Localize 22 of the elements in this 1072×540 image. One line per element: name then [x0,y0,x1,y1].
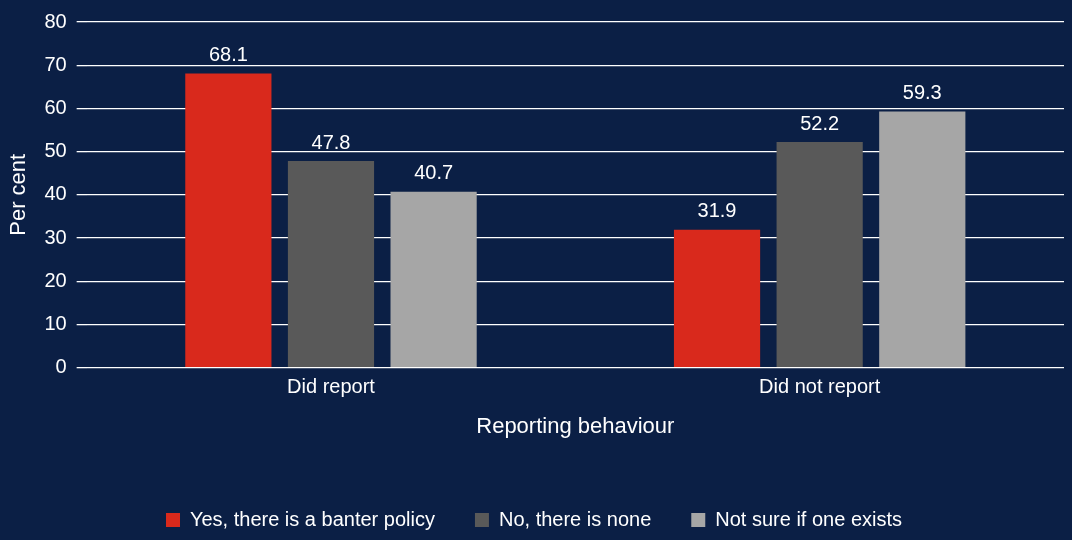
x-axis-title: Reporting behaviour [476,412,675,438]
x-tick-label: Did report [287,375,376,398]
legend-label: Not sure if one exists [715,507,903,530]
y-tick-label: 50 [44,139,67,162]
data-label: 47.8 [311,130,351,153]
y-tick-label: 40 [44,182,67,205]
y-tick-label: 10 [44,311,67,334]
data-label: 68.1 [208,42,248,65]
data-label: 31.9 [697,199,737,222]
y-tick-label: 0 [55,355,67,378]
y-tick-label: 80 [44,9,67,32]
y-tick-label: 20 [44,268,67,291]
legend-label: Yes, there is a banter policy [189,507,435,530]
data-label: 52.2 [800,111,840,134]
data-label: 40.7 [414,161,454,184]
y-axis-title: Per cent [5,153,31,236]
y-tick-label: 70 [44,52,67,75]
legend-label: No, there is none [498,507,652,530]
y-tick-label: 60 [44,95,67,118]
y-tick-label: 30 [44,225,67,248]
data-label: 59.3 [902,80,942,103]
x-tick-label: Did not report [759,375,881,398]
